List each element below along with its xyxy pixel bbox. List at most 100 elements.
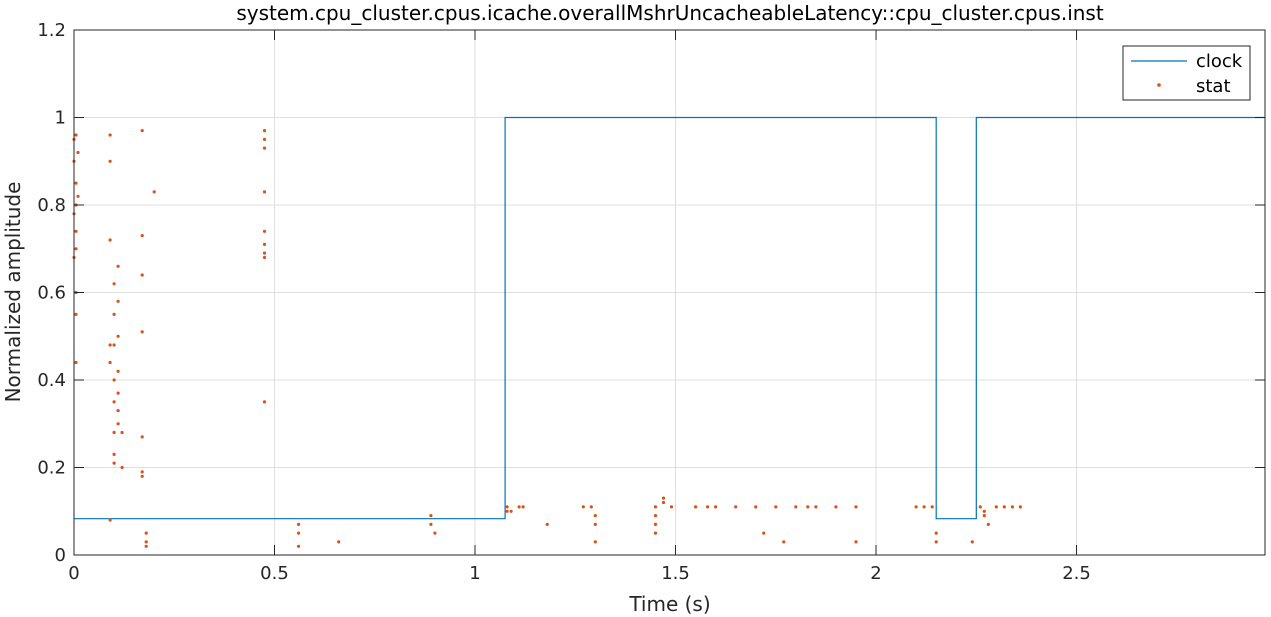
stat-point (144, 531, 148, 535)
x-tick-label: 2 (870, 563, 881, 584)
stat-point (854, 505, 858, 509)
stat-point (297, 522, 301, 527)
stat-point (116, 334, 120, 338)
stat-point (262, 129, 267, 133)
legend-stat-label: stat (1196, 76, 1231, 97)
stat-point (262, 137, 267, 141)
stat-point (922, 505, 926, 509)
stat-point (714, 505, 718, 509)
stat-point (914, 505, 918, 509)
stat-point (74, 229, 78, 233)
stat-point (433, 531, 437, 535)
stat-point (661, 500, 666, 505)
stat-point (140, 435, 144, 439)
stat-point (262, 229, 267, 233)
y-axis-label: Normalized amplitude (1, 182, 25, 403)
x-tick-label: 0 (68, 563, 79, 584)
stat-point (706, 505, 710, 509)
stat-point (521, 505, 525, 509)
stat-point (116, 369, 120, 373)
stat-point (140, 234, 144, 238)
clock-series-line (74, 116, 1265, 520)
stat-point (653, 514, 658, 518)
stat-point (112, 461, 116, 465)
y-tick-label: 0.4 (37, 370, 66, 391)
stat-point (76, 150, 80, 155)
stat-point (653, 505, 658, 509)
stat-point (74, 133, 78, 137)
stat-point (429, 522, 433, 527)
stat-point (262, 251, 267, 255)
stat-point (934, 531, 938, 535)
stat-point (1010, 505, 1015, 509)
stat-point (112, 430, 116, 435)
stat-point (734, 505, 738, 509)
stat-point (661, 496, 666, 500)
stat-point (505, 509, 509, 513)
legend: clock stat (1122, 45, 1251, 101)
stat-point (978, 505, 982, 509)
legend-stat-swatch (1157, 83, 1161, 87)
stat-point (834, 505, 838, 509)
stat-point (505, 505, 509, 509)
y-tick-label: 1 (55, 108, 66, 129)
stat-point (982, 514, 986, 518)
stat-point (429, 514, 433, 518)
stat-point (116, 422, 120, 426)
stat-point (517, 505, 521, 509)
stat-point (140, 474, 144, 478)
stat-point (120, 430, 124, 435)
stat-point (589, 505, 593, 509)
stat-point (297, 531, 301, 535)
stat-point (116, 391, 120, 395)
stat-point (120, 465, 124, 470)
stat-point (262, 146, 267, 150)
stat-point (116, 299, 120, 303)
y-tick-label: 0 (55, 545, 66, 566)
stat-series (72, 129, 1023, 548)
stat-point (262, 400, 267, 404)
stat-point (794, 505, 798, 509)
stat-point (108, 159, 112, 163)
stat-point (116, 409, 120, 413)
x-tick-label: 2.5 (1062, 563, 1091, 584)
stat-point (140, 330, 144, 334)
stat-point (112, 343, 116, 347)
stat-point (74, 312, 78, 316)
stat-point (669, 505, 674, 509)
stat-point (1018, 505, 1023, 509)
y-tick-label: 0.6 (37, 283, 66, 304)
y-tick-label: 0.8 (37, 195, 66, 216)
legend-box (1122, 45, 1251, 101)
x-axis-label: Time (s) (628, 592, 710, 616)
stat-point (509, 509, 513, 513)
stat-point (653, 531, 658, 535)
legend-clock-label: clock (1196, 51, 1243, 72)
chart-title: system.cpu_cluster.cpus.icache.overallMs… (236, 1, 1104, 25)
stat-point (694, 505, 698, 509)
stat-point (144, 540, 148, 544)
x-tick-label: 1 (469, 563, 480, 584)
stat-point (762, 531, 766, 535)
stat-point (112, 312, 116, 316)
stat-point (108, 238, 112, 242)
stat-point (297, 544, 301, 548)
y-tick-label: 0.2 (37, 458, 66, 479)
x-tick-label: 1.5 (661, 563, 690, 584)
stat-point (593, 540, 597, 544)
stat-point (112, 452, 116, 456)
series-layer (72, 116, 1265, 548)
stat-point (108, 343, 112, 347)
stat-point (74, 360, 78, 365)
stat-point (108, 518, 112, 522)
stat-point (593, 522, 597, 527)
stat-point (986, 522, 990, 527)
stat-point (108, 133, 112, 137)
stat-point (140, 129, 144, 133)
stat-point (774, 505, 778, 509)
stat-point (262, 190, 267, 194)
stat-point (140, 273, 144, 277)
ticks: 0 0.5 1 1.5 2 2.5 0 0.2 0.4 0.6 0.8 1 1.2 (37, 20, 1265, 584)
stat-point (653, 522, 658, 527)
stat-point (782, 540, 786, 544)
